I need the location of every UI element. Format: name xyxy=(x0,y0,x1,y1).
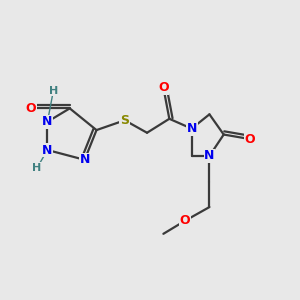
Text: H: H xyxy=(32,163,42,173)
Text: O: O xyxy=(25,102,36,115)
Text: S: S xyxy=(120,114,129,127)
Text: H: H xyxy=(49,85,58,96)
Text: N: N xyxy=(186,122,197,135)
Text: N: N xyxy=(42,143,52,157)
Text: N: N xyxy=(80,153,90,166)
Text: O: O xyxy=(244,133,255,146)
Text: O: O xyxy=(158,81,169,94)
Text: N: N xyxy=(204,149,214,162)
Text: N: N xyxy=(42,115,52,128)
Text: O: O xyxy=(180,214,190,227)
